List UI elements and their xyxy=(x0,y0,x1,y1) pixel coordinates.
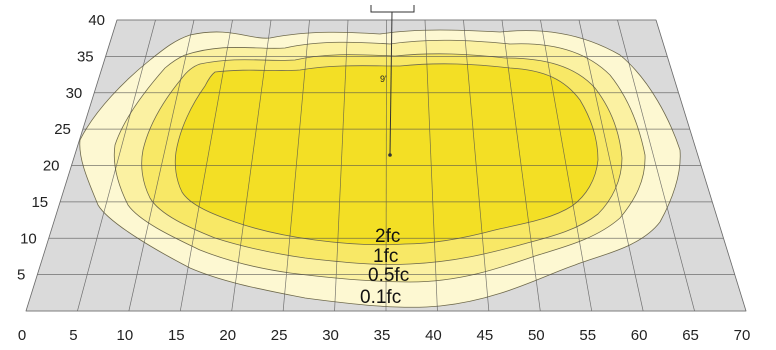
contour-labels: 2fc 1fc 0.5fc 0.1fc xyxy=(360,226,409,308)
x-tick-label: 25 xyxy=(271,327,288,344)
x-tick-label: 20 xyxy=(219,327,236,344)
contour-label-2fc: 2fc xyxy=(375,226,400,247)
x-tick-label: 0 xyxy=(18,327,26,344)
x-tick-label: 60 xyxy=(631,327,648,344)
y-tick-label: 30 xyxy=(66,85,83,102)
fixture-marker: 9' xyxy=(370,5,415,157)
contour-label-0.1fc: 0.1fc xyxy=(360,287,401,308)
x-tick-label: 40 xyxy=(425,327,442,344)
y-tick-label: 25 xyxy=(54,121,71,138)
x-axis-ticks: 0 5 10 15 20 25 30 35 40 45 50 55 60 65 70 xyxy=(18,327,751,344)
y-tick-label: 40 xyxy=(88,12,105,29)
contour-label-1fc: 1fc xyxy=(373,246,398,267)
mounting-height-label: 9' xyxy=(380,74,387,84)
y-tick-label: 5 xyxy=(17,267,25,284)
y-tick-label: 15 xyxy=(31,194,48,211)
contour-2fc xyxy=(174,63,599,246)
x-tick-label: 55 xyxy=(579,327,596,344)
y-tick-label: 10 xyxy=(20,230,37,247)
x-tick-label: 70 xyxy=(734,327,751,344)
fixture-bracket xyxy=(370,5,415,13)
x-tick-label: 5 xyxy=(69,327,77,344)
x-tick-label: 45 xyxy=(477,327,494,344)
fixture-point xyxy=(388,153,392,157)
y-axis-ticks: 5 10 15 20 25 30 35 40 xyxy=(17,12,105,284)
y-tick-label: 20 xyxy=(43,158,60,175)
x-tick-label: 15 xyxy=(168,327,185,344)
y-tick-label: 35 xyxy=(77,48,94,65)
x-tick-label: 65 xyxy=(682,327,699,344)
x-tick-label: 50 xyxy=(528,327,545,344)
floor-grid xyxy=(25,19,747,312)
fixture-pole xyxy=(389,11,393,156)
contour-label-0.5fc: 0.5fc xyxy=(368,265,409,286)
x-tick-label: 10 xyxy=(117,327,134,344)
x-tick-label: 35 xyxy=(374,327,391,344)
x-tick-label: 30 xyxy=(322,327,339,344)
